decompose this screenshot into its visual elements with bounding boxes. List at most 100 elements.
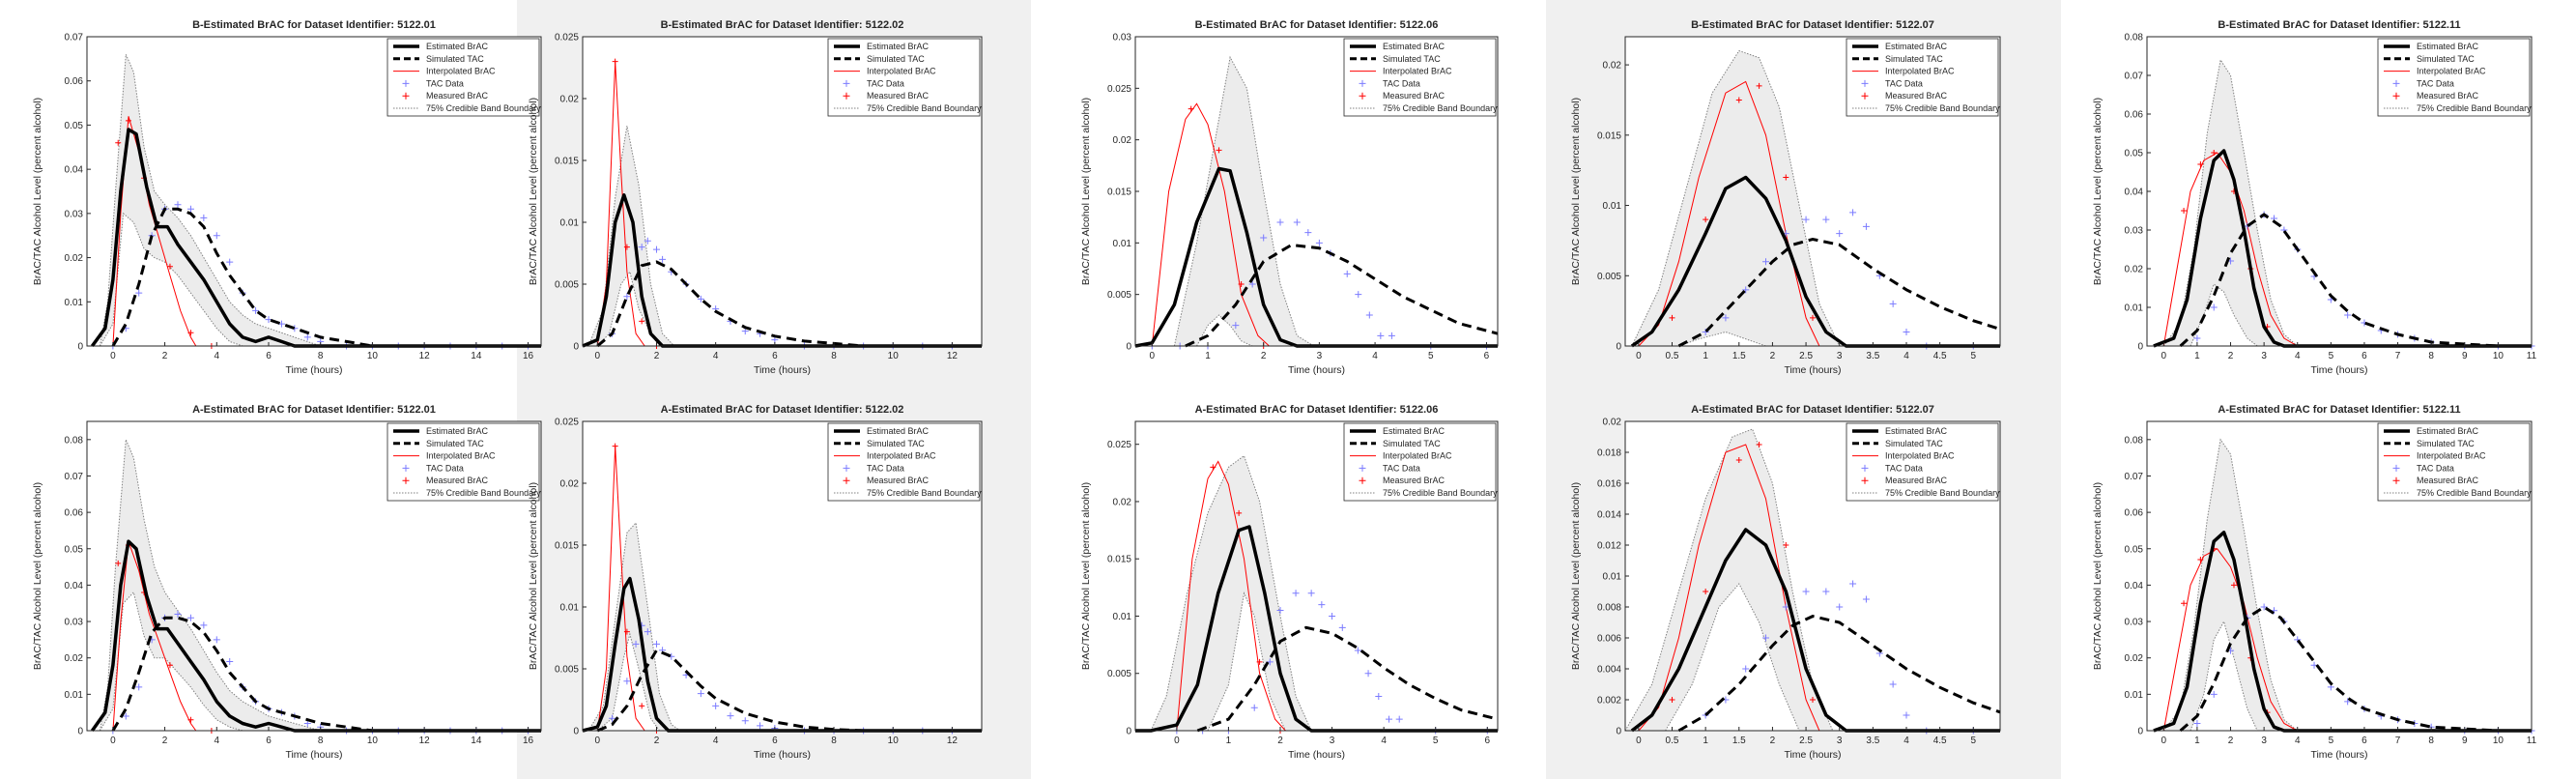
credible-band-lower bbox=[1665, 583, 2000, 732]
chart-panel-A-3: A-Estimated BrAC for Dataset Identifier:… bbox=[1080, 404, 1499, 761]
legend-entry-label: TAC Data bbox=[867, 463, 904, 473]
x-tick-label: 4 bbox=[215, 736, 220, 746]
x-tick-label: 2 bbox=[1261, 351, 1267, 361]
y-tick-label: 0.06 bbox=[65, 508, 84, 519]
tac-data-point bbox=[1292, 590, 1300, 597]
y-tick-label: 0 bbox=[1616, 727, 1621, 737]
tac-data-point bbox=[1822, 216, 1830, 223]
y-tick-label: 0.07 bbox=[2125, 72, 2144, 82]
tac-data-point bbox=[1329, 612, 1336, 620]
measured-brac-point bbox=[1783, 542, 1789, 548]
x-tick-label: 6 bbox=[772, 351, 778, 361]
tac-data-point bbox=[2193, 334, 2201, 342]
y-tick-label: 0.015 bbox=[1107, 555, 1131, 565]
y-tick-label: 0.04 bbox=[65, 581, 84, 591]
chart-title: A-Estimated BrAC for Dataset Identifier:… bbox=[661, 404, 904, 416]
x-tick-label: 6 bbox=[266, 351, 272, 361]
tac-data-point bbox=[1702, 328, 1709, 335]
tac-data-point bbox=[1338, 623, 1346, 631]
y-tick-label: 0.01 bbox=[1113, 612, 1132, 622]
legend: Estimated BrAC Simulated TAC Interpolated … bbox=[386, 38, 541, 117]
tac-data-point bbox=[1802, 216, 1810, 223]
x-tick-label: 5 bbox=[2329, 351, 2334, 361]
measured-brac-point bbox=[1210, 464, 1216, 471]
x-tick-label: 6 bbox=[266, 736, 272, 746]
legend-entry-label: Estimated BrAC bbox=[1383, 426, 1445, 436]
measured-brac-point bbox=[115, 560, 122, 566]
interpolated-brac-line bbox=[596, 61, 982, 347]
tac-data-point bbox=[200, 621, 208, 629]
tac-data-point bbox=[2210, 303, 2218, 311]
chart-panel-B-5: B-Estimated BrAC for Dataset Identifier:… bbox=[2092, 19, 2537, 376]
legend-entry-label: 75% Credible Band Boundary bbox=[1383, 103, 1498, 113]
y-tick-label: 0.07 bbox=[2125, 472, 2144, 482]
x-tick-label: 10 bbox=[367, 351, 379, 361]
measured-brac-point bbox=[187, 330, 194, 336]
estimated-brac-line bbox=[90, 539, 541, 733]
credible-band-fill bbox=[2163, 60, 2532, 346]
y-tick-label: 0 bbox=[1616, 342, 1621, 353]
x-tick-label: 8 bbox=[831, 351, 837, 361]
tac-data-point bbox=[1260, 234, 1268, 242]
tac-data-point bbox=[1293, 218, 1301, 226]
measured-brac-point bbox=[1735, 457, 1742, 463]
credible-band-fill bbox=[1631, 50, 2000, 346]
estimated-brac-line bbox=[1630, 175, 2000, 348]
x-tick-label: 0 bbox=[1636, 736, 1642, 746]
tac-data-point bbox=[1742, 286, 1750, 294]
x-tick-label: 9 bbox=[2462, 351, 2468, 361]
legend-entry-label: TAC Data bbox=[1885, 463, 1923, 473]
y-tick-label: 0.03 bbox=[1113, 33, 1132, 43]
x-tick-label: 1 bbox=[1703, 736, 1708, 746]
tac-data-point bbox=[1375, 692, 1383, 700]
x-tick-label: 0 bbox=[110, 736, 116, 746]
measured-brac-point bbox=[166, 662, 173, 669]
x-axis-label: Time (hours) bbox=[285, 364, 342, 376]
legend-entry-label: Estimated BrAC bbox=[867, 42, 930, 51]
x-tick-label: 4 bbox=[713, 736, 719, 746]
tac-data-point bbox=[1722, 314, 1730, 322]
x-tick-label: 1.5 bbox=[1732, 351, 1746, 361]
y-tick-label: 0.015 bbox=[1107, 188, 1131, 198]
credible-band-fill bbox=[1151, 455, 1498, 731]
tac-data-point bbox=[1849, 580, 1857, 588]
legend-entry-label: TAC Data bbox=[867, 78, 904, 88]
x-tick-label: 5 bbox=[1971, 351, 1977, 361]
tac-data-point bbox=[1315, 239, 1323, 246]
legend-measured-swatch bbox=[2392, 476, 2400, 484]
tac-data-point bbox=[1377, 332, 1385, 339]
y-tick-label: 0.01 bbox=[1603, 572, 1622, 583]
simulated-tac-line bbox=[111, 616, 541, 733]
x-tick-label: 8 bbox=[831, 736, 837, 746]
chart-panel-B-1: B-Estimated BrAC for Dataset Identifier:… bbox=[32, 19, 542, 376]
legend-entry-label: Measured BrAC bbox=[426, 476, 489, 485]
measured-brac-point bbox=[1238, 281, 1245, 287]
y-tick-label: 0.012 bbox=[1597, 541, 1621, 552]
chart-title: B-Estimated BrAC for Dataset Identifier:… bbox=[1195, 19, 1439, 31]
legend-entry-label: Simulated TAC bbox=[867, 439, 925, 448]
legend-entry-label: Estimated BrAC bbox=[867, 426, 930, 436]
credible-band-upper bbox=[99, 439, 541, 732]
legend: Estimated BrAC Simulated TAC Interpolated … bbox=[827, 38, 982, 117]
credible-band-lower bbox=[2190, 283, 2532, 347]
x-tick-label: 2 bbox=[1277, 736, 1283, 746]
y-tick-label: 0.018 bbox=[1597, 448, 1621, 459]
tac-data-point bbox=[174, 611, 182, 619]
tac-data-point bbox=[1388, 332, 1395, 339]
x-tick-label: 0 bbox=[595, 736, 601, 746]
legend-entry-label: Measured BrAC bbox=[1383, 476, 1445, 485]
credible-band-lower bbox=[2190, 620, 2532, 732]
tac-data-point bbox=[1354, 647, 1361, 654]
y-tick-label: 0.008 bbox=[1597, 603, 1621, 614]
measured-brac-point bbox=[1810, 697, 1816, 703]
y-tick-label: 0.015 bbox=[1597, 130, 1621, 141]
legend: Estimated BrAC Simulated TAC Interpolated … bbox=[2377, 422, 2532, 502]
y-axis-label: BrAC/TAC Alcohol Level (percent alcohol) bbox=[32, 482, 43, 670]
tac-data-point bbox=[632, 640, 640, 648]
legend-box bbox=[1846, 422, 1999, 502]
x-tick-label: 4 bbox=[713, 351, 719, 361]
y-axis-label: BrAC/TAC Alcohol Level (percent alcohol) bbox=[2092, 98, 2104, 285]
tac-data-point bbox=[1762, 258, 1769, 266]
x-tick-label: 10 bbox=[2493, 351, 2504, 361]
